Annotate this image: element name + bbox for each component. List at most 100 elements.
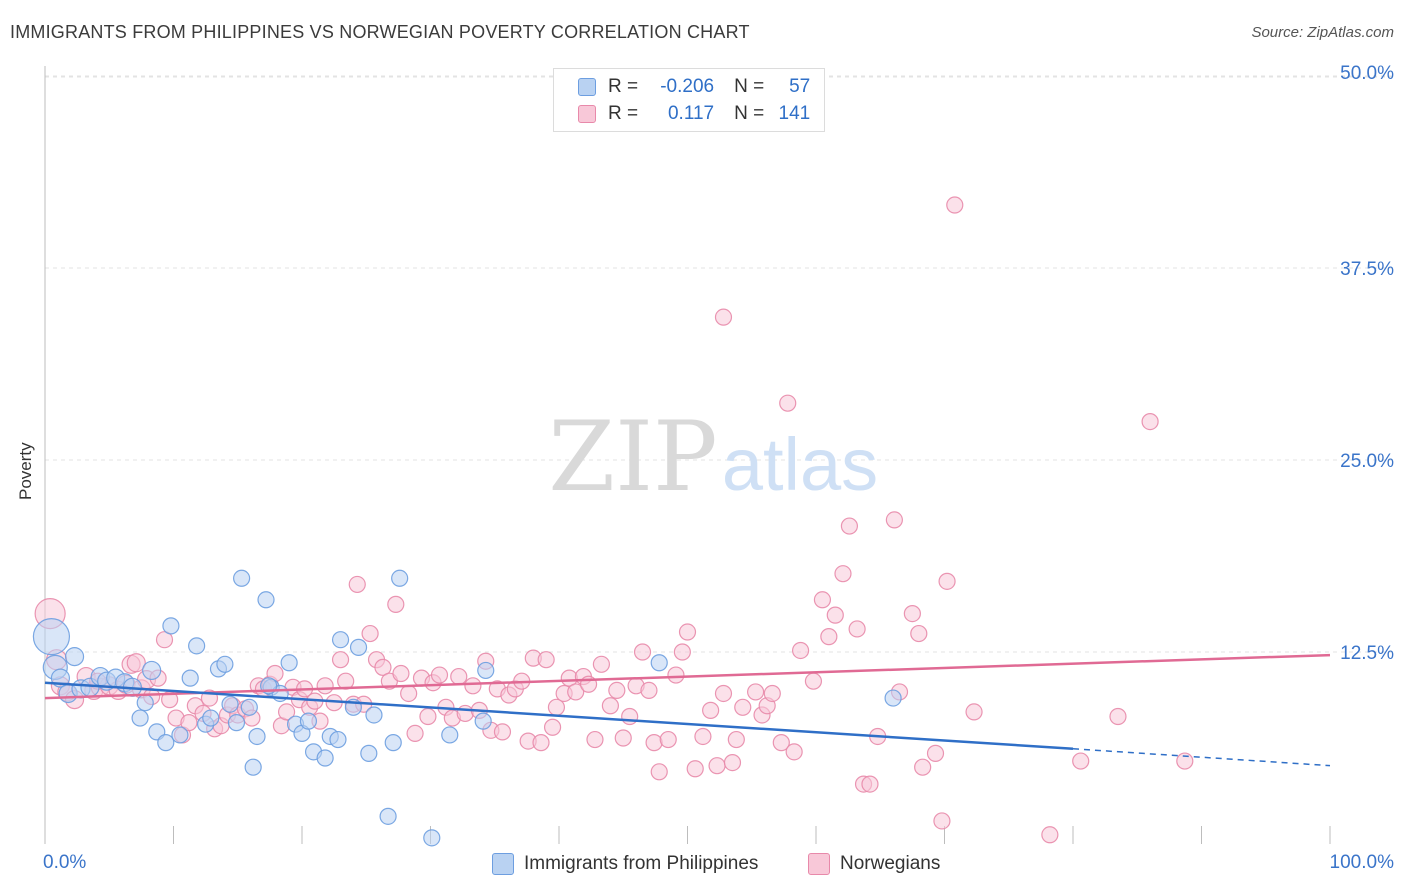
norwegians-point [702,701,720,719]
r-value: -0.206 [660,76,715,97]
y-tick-label: 50.0% [1340,63,1394,84]
philippines-point [181,669,199,687]
norwegians-point [464,677,482,695]
norwegians-point [885,511,903,529]
norwegians-point [714,684,733,703]
philippines-point [257,591,275,609]
philippines-point [157,734,175,752]
norwegians-point [614,729,632,747]
norwegians-point [1141,413,1159,431]
norwegians-point [419,707,437,726]
legend-swatch-blue [578,78,596,96]
norwegians-point [608,681,626,700]
n-label: N = [734,76,765,97]
philippines-point [379,807,397,825]
norwegians-point [392,664,410,683]
philippines-point [391,569,409,587]
norwegians-point [361,624,379,643]
philippines-point [384,734,402,752]
norwegians-point [659,730,677,749]
philippines-point [32,618,71,656]
legend-swatch-pink [808,853,830,875]
philippines-point [299,712,318,730]
r-label: R = [608,103,639,124]
philippines-point [227,714,246,732]
norwegians-point [673,643,691,661]
norwegians-point [180,714,198,732]
norwegians-point [848,620,866,638]
philippines-trend-extension [1072,748,1331,767]
norwegians-point [820,628,838,646]
x-tick-label-min: 0.0% [43,852,87,873]
legend-swatch-pink [578,105,596,123]
norwegians-point [914,758,932,776]
norwegians-point [723,753,742,772]
norwegians-point [277,703,296,721]
correlation-legend: R = -0.206 N = 57 R = 0.117 N = 141 [553,68,825,132]
watermark-atlas: atlas [722,423,878,506]
norwegians-point [126,653,146,673]
norwegians-point [633,643,652,661]
norwegians-point [1072,752,1090,770]
gridlines [45,75,1392,653]
norwegians-point [910,624,928,643]
philippines-point [136,694,154,712]
philippines-point [221,695,239,713]
norwegians-point [734,698,752,716]
norwegians-point [861,775,879,793]
norwegians-point [348,575,366,594]
legend-label-philippines: Immigrants from Philippines [524,853,759,874]
trend-lines [44,653,1331,767]
n-value: 141 [778,103,811,124]
x-tick-label-max: 100.0% [1329,852,1394,873]
philippines-point [162,617,180,635]
norwegians-point [667,666,685,684]
philippines-point [365,706,383,724]
philippines-point [240,698,258,716]
y-tick-label: 25.0% [1340,451,1394,472]
norwegians-point [601,697,620,715]
norwegians-point [938,572,956,590]
norwegians-point [640,681,658,700]
norwegians-point [763,684,781,703]
philippines-point [131,709,149,727]
philippines-point [477,661,495,680]
norwegians-point [714,308,733,326]
legend-item-norwegians[interactable]: Norwegians [808,852,940,876]
norwegians-point [903,604,921,623]
philippines-point [280,654,298,672]
legend-row-norwegians: R = 0.117 N = 141 [578,101,810,127]
norwegians-point [840,517,859,535]
philippines-point [349,638,368,656]
norwegians-point [933,812,951,830]
philippines-point [142,660,162,681]
philippines-point [331,631,350,649]
philippines-point [188,637,206,655]
norwegians-point [430,666,449,684]
norwegians-point [155,631,174,649]
philippines-trend-line [44,681,1074,751]
watermark: ZIP atlas [548,401,878,513]
norwegians-point [387,595,405,613]
norwegians-trend-line [44,653,1331,700]
norwegians-point [686,760,704,778]
norwegians-point [727,730,745,749]
norwegians-point [650,763,668,781]
philippines-point [474,712,492,730]
philippines-point [316,749,334,767]
r-value: 0.117 [667,103,715,124]
philippines-point [423,829,441,847]
norwegians-point [694,727,712,746]
norwegians-point [965,703,983,721]
philippines-points [32,569,902,847]
norwegians-point [791,641,810,660]
norwegians-point [747,683,765,701]
legend-row-philippines: R = -0.206 N = 57 [578,74,810,100]
norwegians-point [645,734,663,752]
philippines-point [244,758,262,776]
legend-item-philippines[interactable]: Immigrants from Philippines [492,852,758,876]
norwegians-point [374,658,392,676]
norwegians-point [493,723,512,741]
y-tick-label: 12.5% [1340,643,1394,664]
